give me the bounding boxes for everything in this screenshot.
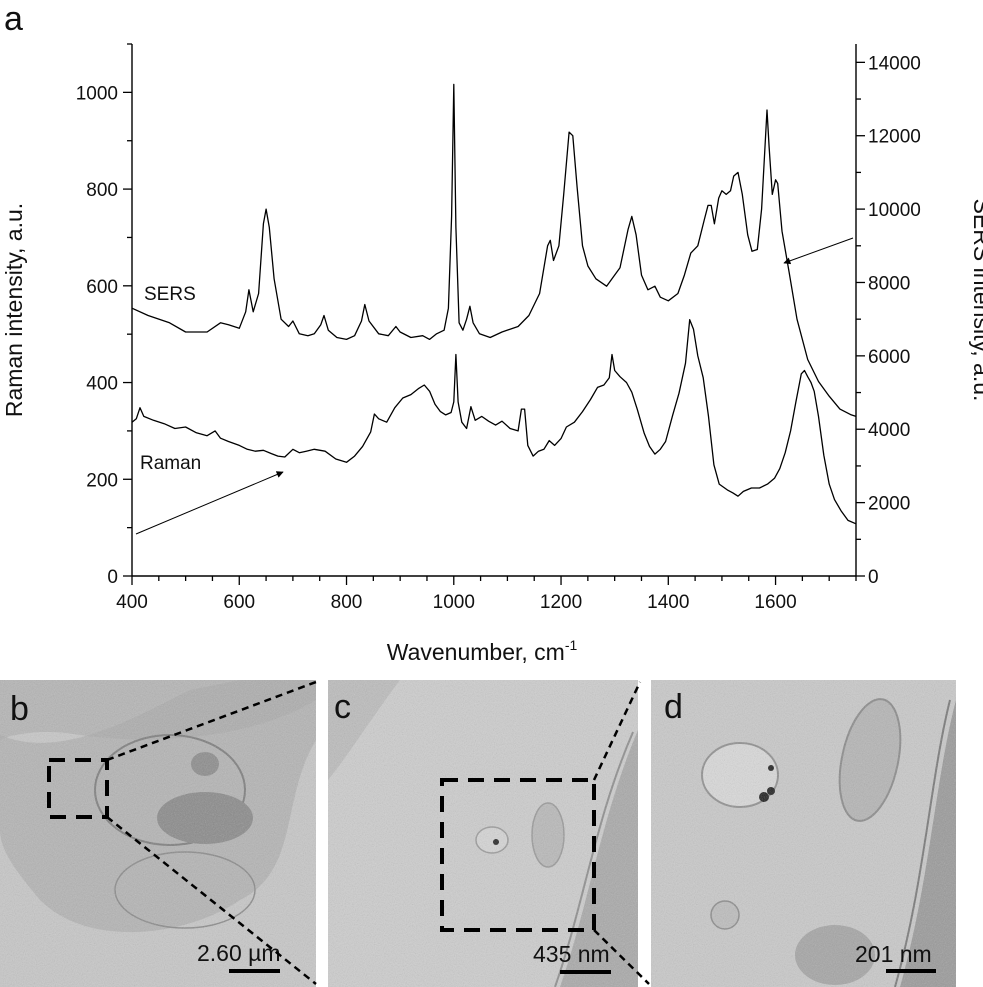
raman-arrow	[135, 471, 284, 535]
series-line-sers	[131, 83, 857, 418]
x-axis-title: Wavenumber, cm-1	[387, 637, 578, 665]
micrograph-d-texture	[651, 680, 956, 987]
right-tick-label: 12000	[868, 127, 921, 148]
x-tick-label: 800	[331, 592, 363, 613]
spectrum-chart: a 400 600 800 1000 1200 1400 1600 0 200 400 600 80…	[1, 0, 983, 665]
panel-label-c: c	[334, 688, 351, 726]
x-axis-ticks: 400 600 800 1000 1200 1400 1600	[116, 576, 857, 613]
x-tick-label: 1400	[647, 592, 689, 613]
micrograph-d: d 201 nm	[651, 680, 956, 987]
x-tick-label: 1000	[433, 592, 475, 613]
x-tick-label: 1600	[754, 592, 796, 613]
right-tick-label: 4000	[868, 420, 910, 441]
series-line-raman	[131, 319, 857, 525]
micrograph-b-texture	[0, 680, 316, 987]
micrograph-c-texture	[328, 680, 638, 987]
right-tick-label: 2000	[868, 494, 910, 515]
left-tick-label: 1000	[76, 83, 118, 104]
right-axis-title: SERS intensity, a.u.	[969, 199, 983, 402]
left-axis-title: Raman intensity, a.u.	[1, 203, 27, 417]
raman-annotation: Raman	[140, 453, 201, 474]
left-tick-label: 0	[107, 567, 118, 588]
scalebar-label-d: 201 nm	[855, 941, 932, 967]
micrograph-c: c 435 nm	[328, 680, 638, 987]
x-tick-label: 600	[223, 592, 255, 613]
panel-label-d: d	[664, 688, 683, 726]
right-tick-label: 0	[868, 567, 879, 588]
left-tick-label: 400	[86, 374, 118, 395]
zoom-box-c	[440, 778, 596, 932]
left-tick-label: 600	[86, 277, 118, 298]
micrograph-b: b 2.60 µm	[0, 680, 316, 987]
left-tick-label: 200	[86, 470, 118, 491]
sers-arrow	[783, 237, 854, 265]
right-tick-label: 14000	[868, 53, 921, 74]
panel-label-a: a	[4, 0, 23, 38]
right-tick-label: 10000	[868, 200, 921, 221]
panel-label-b: b	[10, 690, 29, 728]
right-tick-label: 8000	[868, 273, 910, 294]
left-axis-ticks: 0 200 400 600 800 1000	[76, 43, 132, 588]
right-tick-label: 6000	[868, 347, 910, 368]
scalebar-label-c: 435 nm	[533, 941, 610, 967]
left-tick-label: 800	[86, 180, 118, 201]
zoom-line-c-bottom	[593, 929, 650, 985]
zoom-line-b-bottom	[106, 816, 317, 985]
right-axis-ticks: 0 2000 4000 6000 8000 10000 12000 14000	[856, 53, 921, 588]
scalebar-label-b: 2.60 µm	[197, 940, 281, 966]
zoom-box-b	[47, 758, 109, 819]
x-tick-label: 400	[116, 592, 148, 613]
zoom-line-b-top	[106, 680, 317, 762]
x-tick-label: 1200	[540, 592, 582, 613]
zoom-line-c-top	[592, 681, 642, 781]
sers-annotation: SERS	[144, 284, 196, 305]
